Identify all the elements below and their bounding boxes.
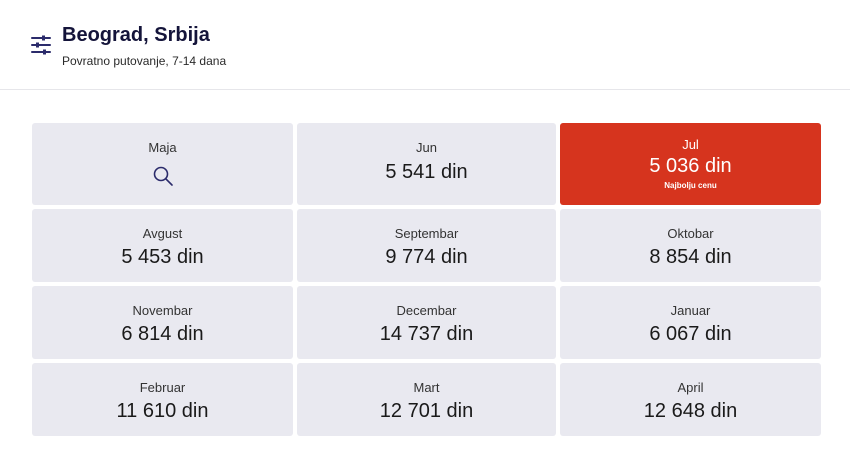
price-label: 11 610 din: [116, 400, 209, 422]
month-price-grid: Maja Jun 5 541 din Jul 5 036 din Najbolj…: [32, 123, 821, 436]
month-label: Maja: [148, 140, 177, 155]
month-cell-januar[interactable]: Januar 6 067 din: [560, 286, 821, 359]
price-label: 6 067 din: [649, 323, 732, 345]
search-icon[interactable]: [152, 165, 174, 187]
month-cell-novembar[interactable]: Novembar 6 814 din: [32, 286, 293, 359]
price-label: 14 737 din: [379, 323, 474, 345]
month-label: Oktobar: [667, 226, 714, 241]
month-label: Jul: [682, 137, 699, 152]
price-label: 12 648 din: [643, 400, 738, 422]
header: Beograd, Srbija Povratno putovanje, 7-14…: [0, 0, 850, 90]
month-cell-februar[interactable]: Februar 11 610 din: [32, 363, 293, 436]
month-label: Decembar: [396, 303, 457, 318]
month-label: Novembar: [132, 303, 193, 318]
price-label: 5 541 din: [385, 161, 468, 183]
month-cell-mart[interactable]: Mart 12 701 din: [297, 363, 556, 436]
price-label: 5 453 din: [121, 246, 204, 268]
trip-subtitle: Povratno putovanje, 7-14 dana: [62, 54, 227, 68]
price-label: 5 036 din: [649, 155, 732, 177]
month-cell-april[interactable]: April 12 648 din: [560, 363, 821, 436]
month-label: April: [677, 380, 704, 395]
month-label: Januar: [670, 303, 711, 318]
month-cell-avgust[interactable]: Avgust 5 453 din: [32, 209, 293, 282]
month-cell-jul-best-price[interactable]: Jul 5 036 din Najbolju cenu: [560, 123, 821, 205]
price-label: 8 854 din: [649, 246, 732, 268]
month-cell-septembar[interactable]: Septembar 9 774 din: [297, 209, 556, 282]
month-label: Mart: [413, 380, 440, 395]
month-cell-maja[interactable]: Maja: [32, 123, 293, 205]
month-label: Februar: [139, 380, 186, 395]
month-cell-jun[interactable]: Jun 5 541 din: [297, 123, 556, 205]
month-label: Jun: [416, 140, 437, 155]
best-price-badge: Najbolju cenu: [664, 181, 717, 190]
page-title: Beograd, Srbija: [62, 24, 210, 46]
month-label: Septembar: [394, 226, 459, 241]
month-label: Avgust: [142, 226, 183, 241]
sliders-icon[interactable]: [30, 34, 52, 56]
month-cell-decembar[interactable]: Decembar 14 737 din: [297, 286, 556, 359]
price-label: 12 701 din: [379, 400, 474, 422]
price-label: 9 774 din: [385, 246, 468, 268]
price-label: 6 814 din: [121, 323, 204, 345]
month-cell-oktobar[interactable]: Oktobar 8 854 din: [560, 209, 821, 282]
